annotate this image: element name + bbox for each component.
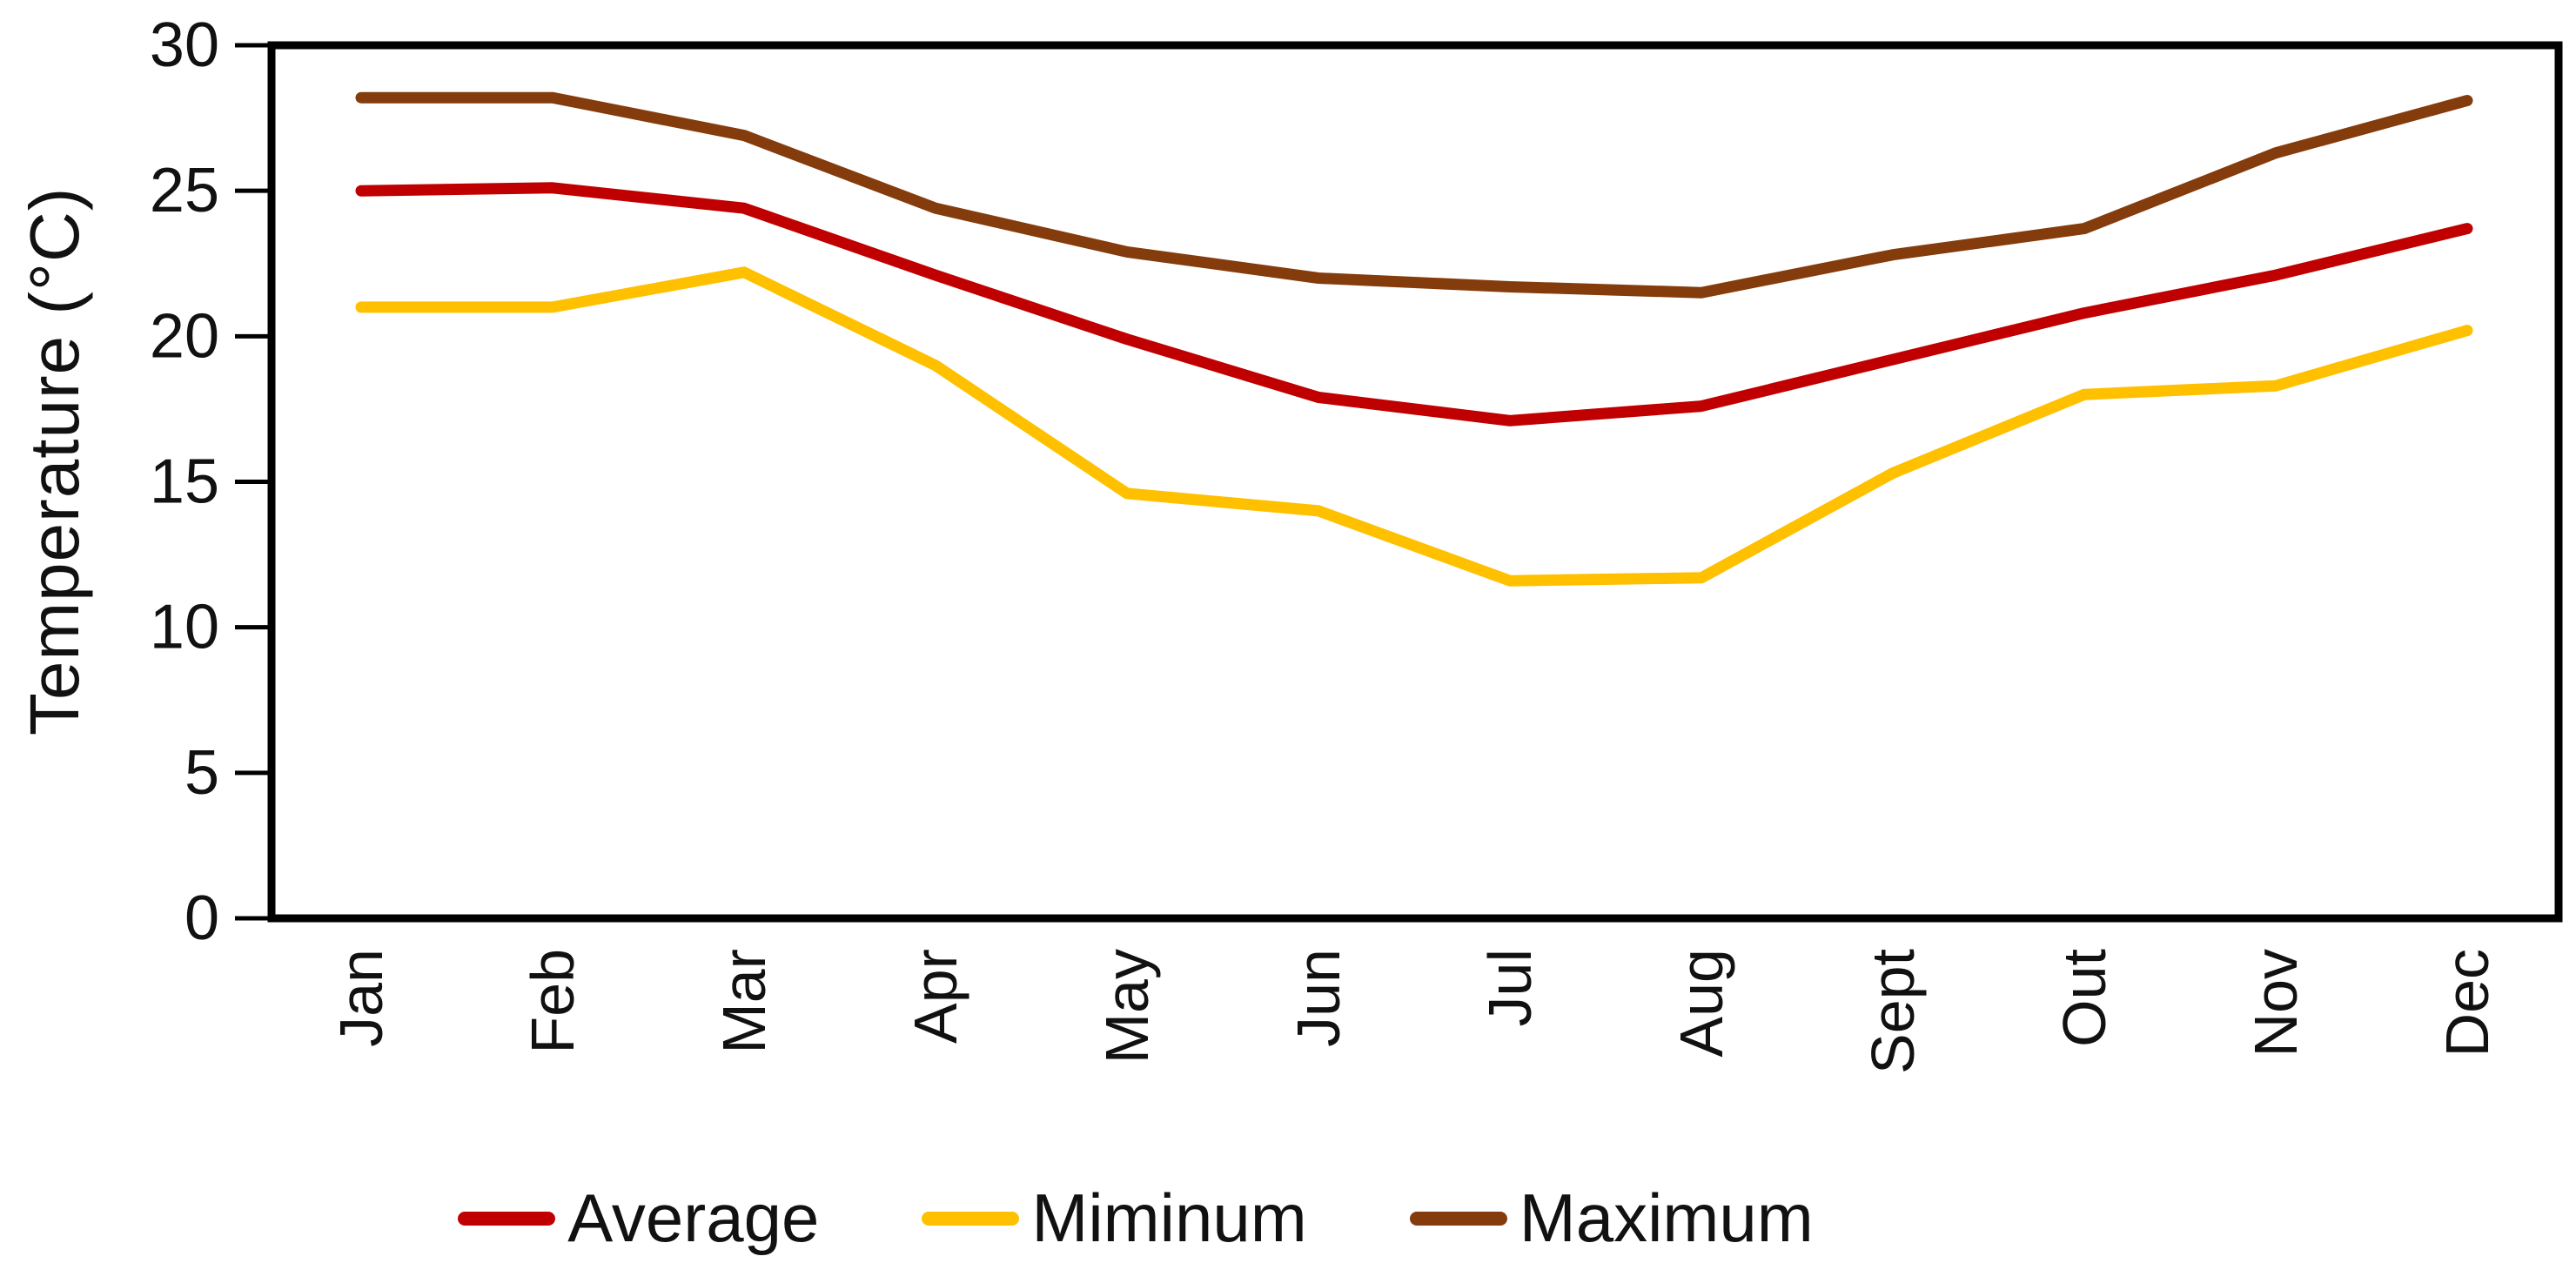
x-axis-label-nov: Nov bbox=[2242, 949, 2310, 1057]
legend-swatch-miminum bbox=[922, 1211, 1020, 1226]
x-axis-label-jan: Jan bbox=[327, 949, 395, 1047]
x-axis-label-out: Out bbox=[2050, 949, 2118, 1047]
y-axis-tick-label: 5 bbox=[184, 738, 219, 808]
x-axis-label-sept: Sept bbox=[1859, 949, 1927, 1074]
x-axis-label-jun: Jun bbox=[1285, 949, 1352, 1047]
legend-label-maximum: Maximum bbox=[1519, 1179, 1814, 1256]
y-axis-tick-label: 25 bbox=[150, 156, 219, 225]
legend-swatch-maximum bbox=[1409, 1211, 1507, 1226]
y-axis-tick-label: 0 bbox=[184, 883, 219, 953]
series-line-miminum bbox=[355, 266, 2473, 587]
legend-label-miminum: Miminum bbox=[1031, 1179, 1307, 1256]
x-axis-label-may: May bbox=[1093, 949, 1161, 1064]
y-axis-title: Temperature (°C) bbox=[16, 186, 93, 736]
x-axis-label-jul: Jul bbox=[1476, 949, 1544, 1026]
legend-item-average: Average bbox=[458, 1179, 819, 1258]
y-axis-tick-label: 15 bbox=[150, 447, 219, 517]
x-axis-label-aug: Aug bbox=[1667, 949, 1735, 1058]
series-line-average bbox=[355, 182, 2473, 427]
legend-swatch-average bbox=[458, 1211, 556, 1226]
legend-item-miminum: Miminum bbox=[922, 1179, 1307, 1258]
legend-label-average: Average bbox=[567, 1179, 820, 1256]
y-axis-tick-label: 30 bbox=[150, 10, 219, 80]
x-axis-label-apr: Apr bbox=[902, 949, 969, 1044]
y-axis-tick-label: 10 bbox=[150, 593, 219, 662]
x-axis-label-mar: Mar bbox=[710, 949, 778, 1054]
x-axis-label-dec: Dec bbox=[2433, 949, 2501, 1057]
chart-legend: Average Miminum Maximum bbox=[0, 1177, 2424, 1260]
series-line-maximum bbox=[355, 91, 2473, 299]
y-axis-tick-label: 20 bbox=[150, 301, 219, 371]
legend-item-maximum: Maximum bbox=[1409, 1179, 1814, 1258]
x-axis-label-feb: Feb bbox=[519, 949, 587, 1054]
